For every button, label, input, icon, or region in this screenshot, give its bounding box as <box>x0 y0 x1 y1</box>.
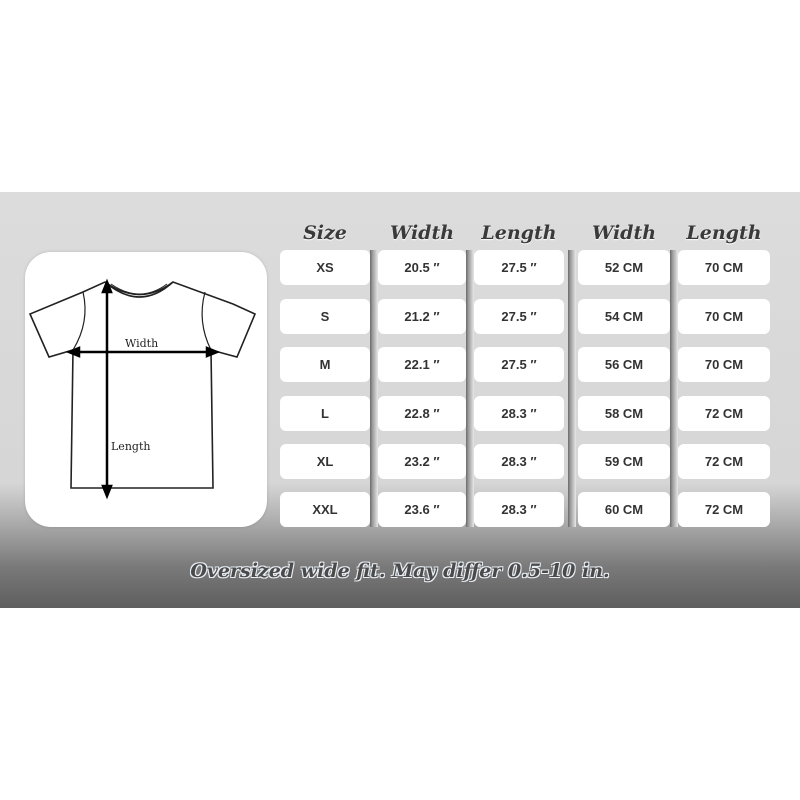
column-divider <box>670 250 678 527</box>
table-cell: 27.5 ″ <box>474 347 564 382</box>
table-cell: 27.5 ″ <box>474 299 564 334</box>
column-header: Length <box>686 222 762 244</box>
tshirt-outline-icon <box>28 278 257 500</box>
width-label: Width <box>125 337 159 350</box>
table-cell: 70 CM <box>678 299 770 334</box>
column-header: Size <box>303 222 347 244</box>
table-cell: 22.8 ″ <box>378 396 466 431</box>
table-cell: 72 CM <box>678 492 770 527</box>
table-cell: 22.1 ″ <box>378 347 466 382</box>
table-cell: 28.3 ″ <box>474 444 564 479</box>
column-header: Width <box>591 222 657 244</box>
fit-note: Oversized wide fit. May differ 0.5-10 in… <box>190 560 610 582</box>
column-divider <box>466 250 474 527</box>
length-label: Length <box>111 440 151 453</box>
table-cell: 54 CM <box>578 299 670 334</box>
table-cell: S <box>280 299 370 334</box>
table-cell: 27.5 ″ <box>474 250 564 285</box>
table-cell: 20.5 ″ <box>378 250 466 285</box>
table-cell: L <box>280 396 370 431</box>
column-divider <box>568 250 576 527</box>
tshirt-diagram-card: Width Length <box>25 252 267 527</box>
table-cell: 72 CM <box>678 396 770 431</box>
table-cell: 23.6 ″ <box>378 492 466 527</box>
table-cell: M <box>280 347 370 382</box>
table-cell: 72 CM <box>678 444 770 479</box>
column-header: Width <box>389 222 455 244</box>
table-cell: 23.2 ″ <box>378 444 466 479</box>
table-cell: 70 CM <box>678 347 770 382</box>
table-cell: 60 CM <box>578 492 670 527</box>
table-cell: XL <box>280 444 370 479</box>
table-cell: 58 CM <box>578 396 670 431</box>
table-cell: 28.3 ″ <box>474 396 564 431</box>
table-cell: XS <box>280 250 370 285</box>
table-cell: 28.3 ″ <box>474 492 564 527</box>
table-cell: 56 CM <box>578 347 670 382</box>
column-divider <box>370 250 378 527</box>
column-header: Length <box>481 222 557 244</box>
table-cell: 59 CM <box>578 444 670 479</box>
table-cell: 21.2 ″ <box>378 299 466 334</box>
table-cell: 52 CM <box>578 250 670 285</box>
table-cell: 70 CM <box>678 250 770 285</box>
table-cell: XXL <box>280 492 370 527</box>
